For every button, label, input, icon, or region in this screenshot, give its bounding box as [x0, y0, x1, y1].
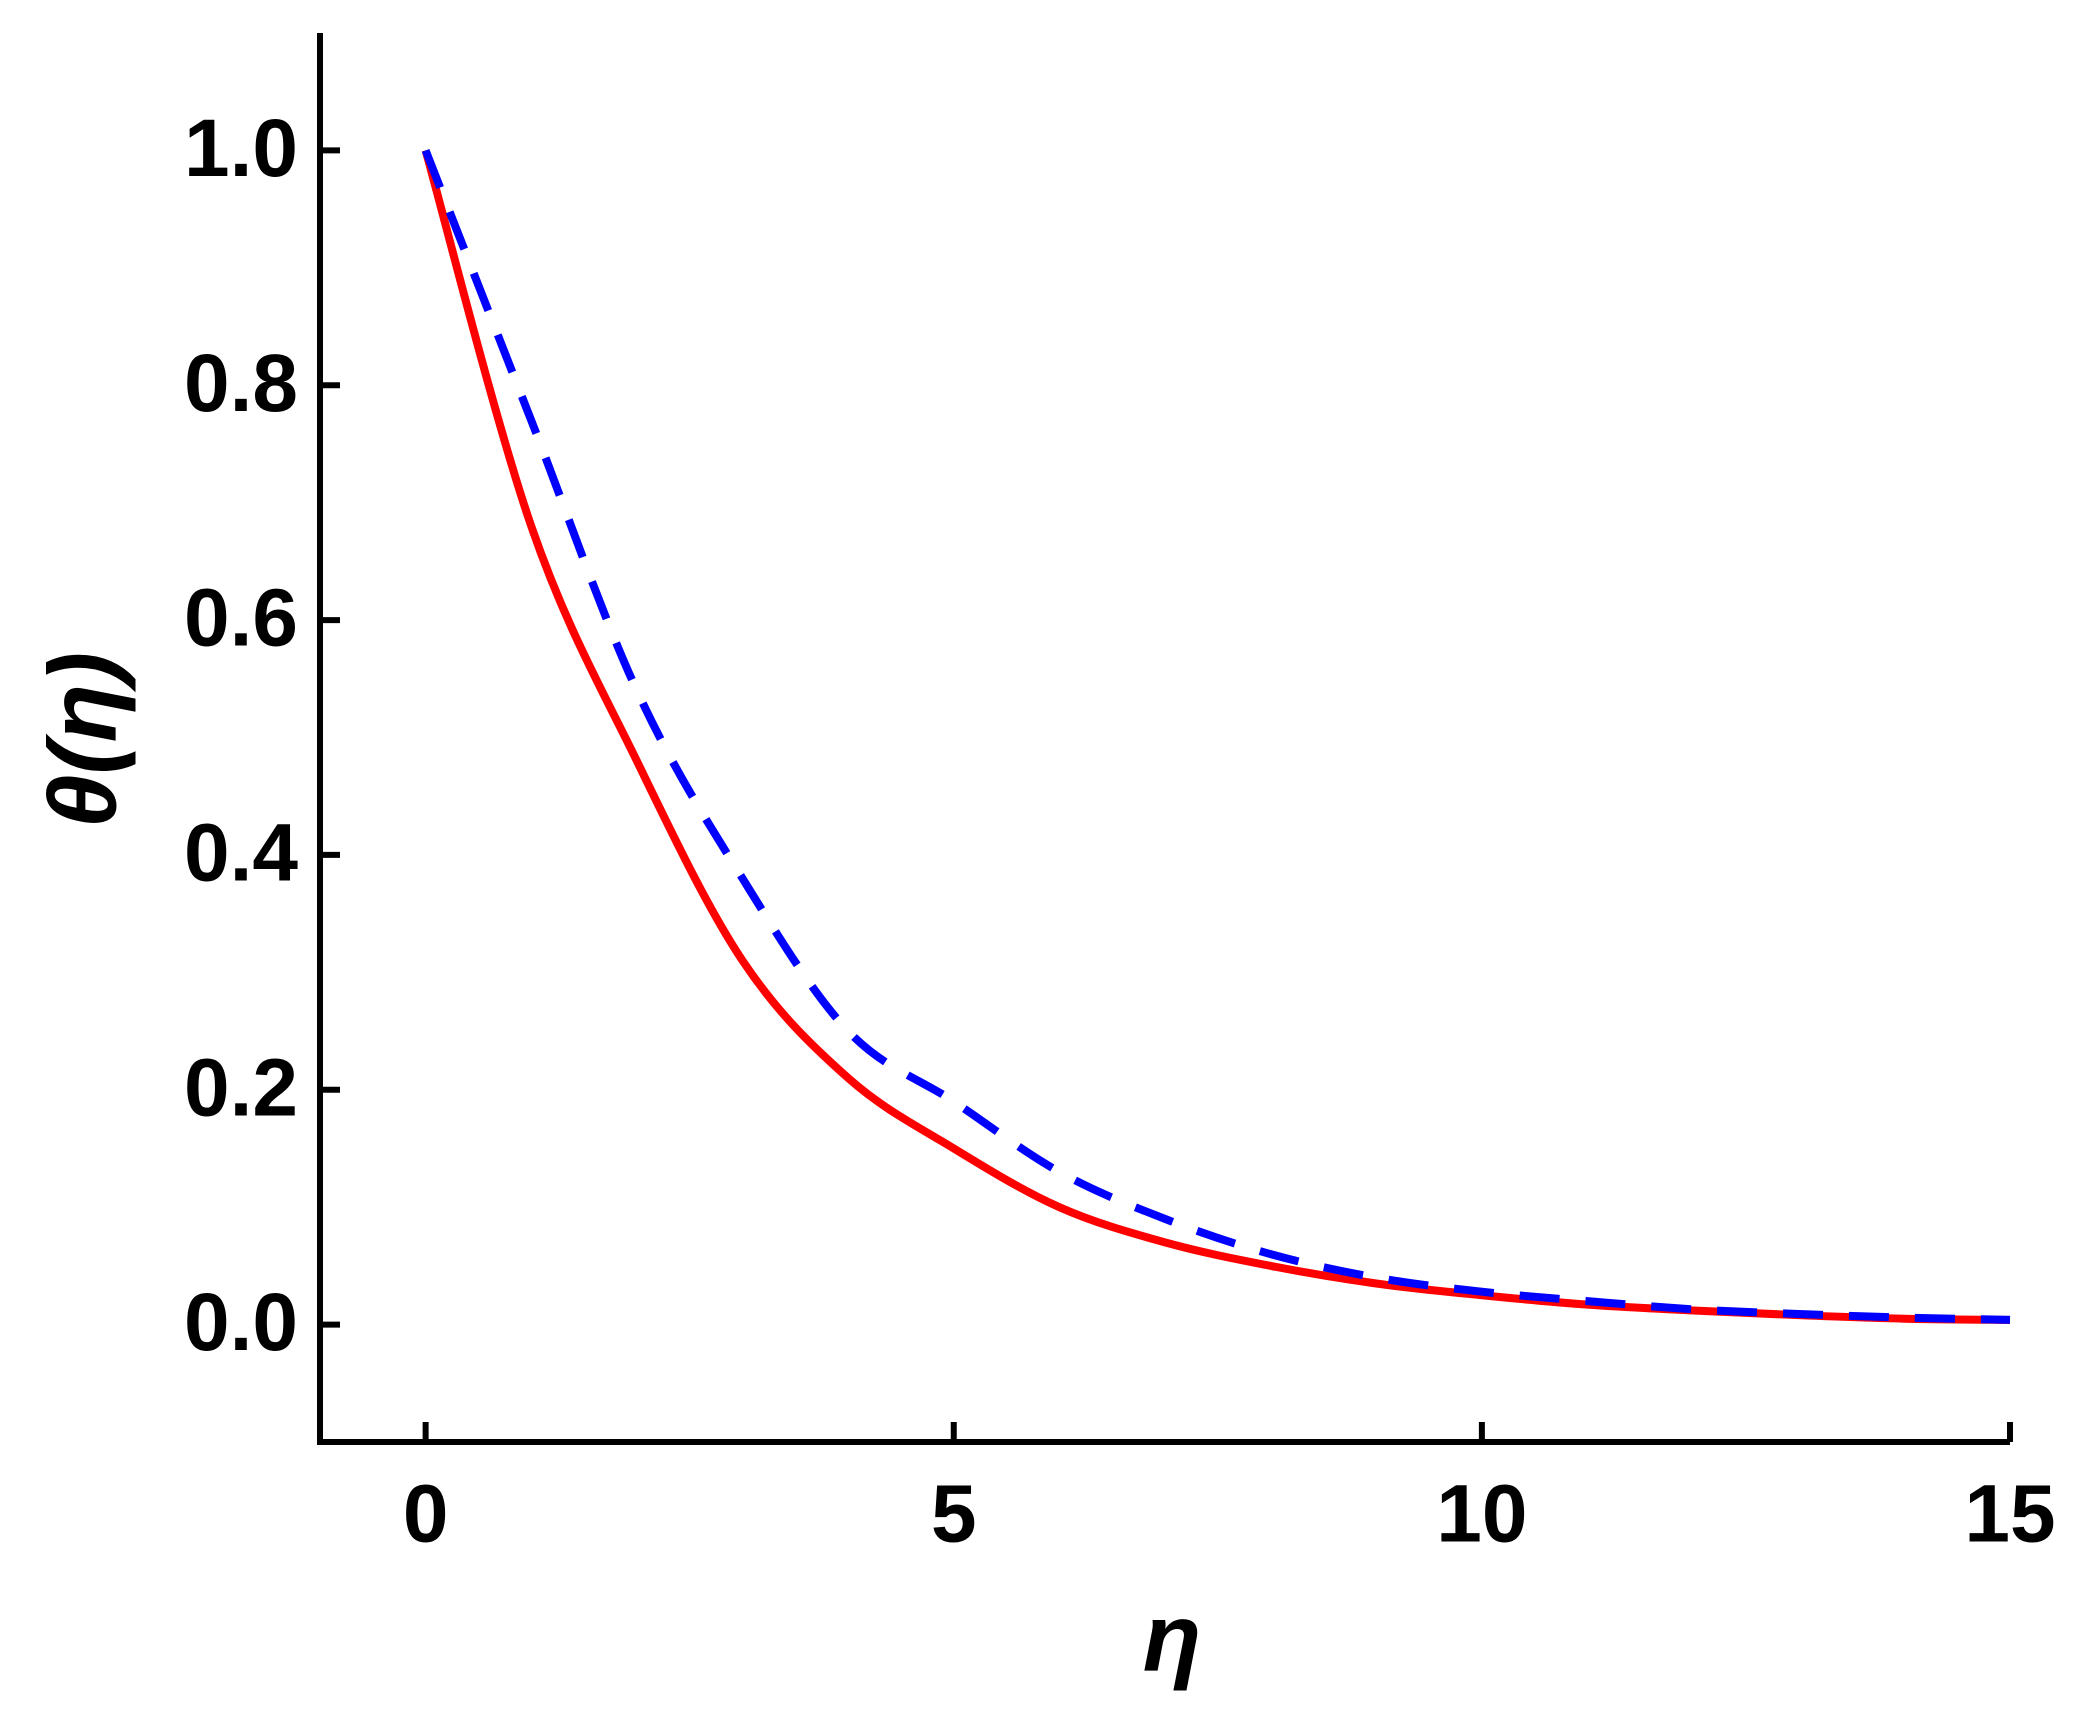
y-axis-label: θ(η) — [29, 652, 136, 828]
y-tick-label: 0.6 — [184, 573, 298, 664]
x-tick-label: 10 — [1436, 1469, 1527, 1560]
y-tick-label: 1.0 — [184, 103, 298, 194]
y-tick-label: 0.4 — [184, 808, 298, 899]
x-axis-label: η — [1143, 1584, 1202, 1691]
y-tick-label: 0.0 — [184, 1277, 298, 1368]
y-tick-label: 0.2 — [184, 1042, 298, 1133]
x-tick-label: 0 — [403, 1469, 449, 1560]
y-tick-label: 0.8 — [184, 338, 298, 429]
series-line — [421, 149, 2011, 1324]
x-tick-label: 5 — [931, 1469, 977, 1560]
series-line — [421, 148, 2011, 1324]
x-tick-label: 15 — [1964, 1469, 2055, 1560]
